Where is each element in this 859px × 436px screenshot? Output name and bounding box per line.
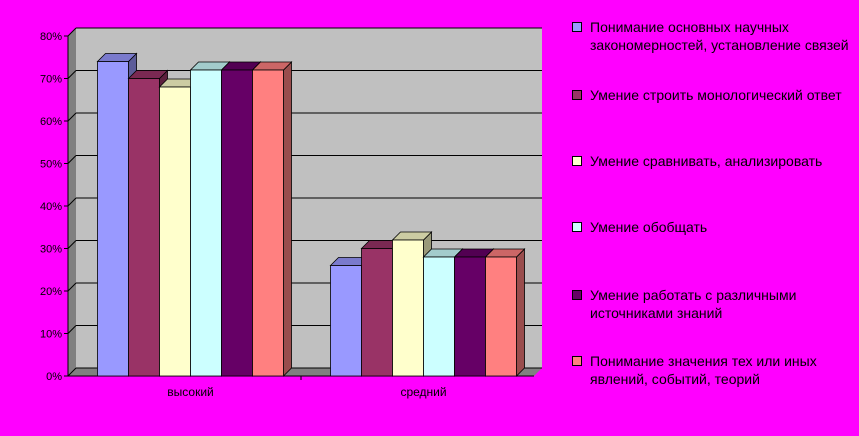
- legend-swatch: [572, 90, 582, 100]
- y-tick-label: 0%: [46, 371, 62, 383]
- x-tick-label: высокий: [167, 385, 213, 399]
- bar: [252, 69, 284, 377]
- gridline-side: [67, 27, 77, 37]
- bar-side: [516, 248, 525, 377]
- y-tick-label: 20%: [40, 286, 62, 298]
- bar-side: [283, 61, 292, 377]
- legend-label: Умение обобщать: [590, 219, 708, 235]
- bar: [392, 239, 424, 377]
- gridline-side: [67, 70, 77, 79]
- gridline-side: [67, 197, 77, 207]
- legend-label: Умение строить монологический ответ: [590, 87, 842, 103]
- bar: [97, 61, 129, 377]
- legend-item: Понимание основных научных закономерност…: [572, 18, 854, 54]
- legend-label: Умение сравнивать, анализировать: [590, 153, 823, 169]
- bar: [221, 69, 253, 377]
- gridline-side: [67, 282, 77, 292]
- bar: [454, 256, 486, 377]
- y-tick-label: 70%: [40, 74, 62, 86]
- legend-label: Умение работать с различными источниками…: [590, 287, 797, 321]
- gridline-side: [67, 325, 77, 334]
- y-tick-label: 80%: [40, 31, 62, 43]
- gridline-side: [67, 367, 77, 377]
- legend-item: Умение обобщать: [572, 218, 854, 236]
- legend-swatch: [572, 22, 582, 32]
- gridline-side: [67, 155, 77, 164]
- bar: [485, 256, 517, 377]
- gridline-side: [67, 112, 77, 122]
- bar: [128, 78, 160, 377]
- legend-label: Понимание основных научных закономерност…: [590, 19, 849, 53]
- legend-item: Умение работать с различными источниками…: [572, 286, 854, 322]
- bar: [423, 256, 455, 377]
- x-tick-label: средний: [400, 385, 446, 399]
- y-tick-label: 40%: [40, 201, 62, 213]
- legend-item: Понимание значения тех или иных явлений,…: [572, 352, 854, 388]
- gridline-side: [67, 240, 77, 249]
- y-tick-label: 10%: [40, 329, 62, 341]
- y-tick-label: 50%: [40, 159, 62, 171]
- bar: [159, 86, 191, 377]
- legend-item: Умение строить монологический ответ: [572, 86, 854, 104]
- legend-item: Умение сравнивать, анализировать: [572, 152, 854, 170]
- y-tick-label: 60%: [40, 116, 62, 128]
- bar: [361, 248, 393, 377]
- legend-swatch: [572, 290, 582, 300]
- legend-swatch: [572, 356, 582, 366]
- legend-swatch: [572, 222, 582, 232]
- legend-label: Понимание значения тех или иных явлений,…: [590, 353, 817, 387]
- bar: [190, 69, 222, 377]
- legend-swatch: [572, 156, 582, 166]
- bar: [330, 265, 362, 377]
- y-tick-label: 30%: [40, 244, 62, 256]
